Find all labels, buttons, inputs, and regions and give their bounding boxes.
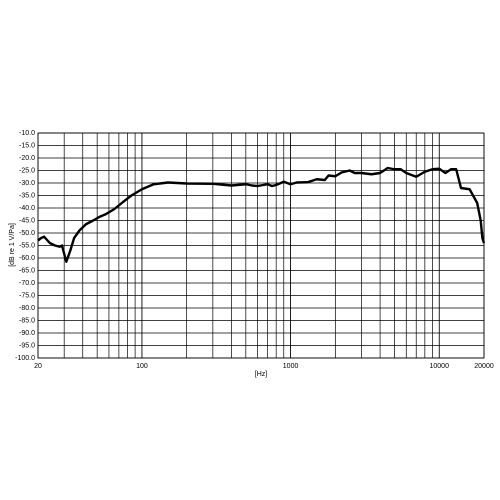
y-tick-label: -40.0	[19, 205, 35, 212]
y-tick-label: -15.0	[19, 142, 35, 149]
y-tick-label: -60.0	[19, 255, 35, 262]
y-tick-label: -65.0	[19, 267, 35, 274]
y-tick-label: -50.0	[19, 230, 35, 237]
x-tick-label: 1000	[283, 363, 299, 370]
y-tick-label: -45.0	[19, 217, 35, 224]
plot-frame	[37, 132, 485, 359]
y-tick-label: -10.0	[19, 130, 35, 137]
x-tick-label: 10000	[430, 363, 450, 370]
y-tick-label: -25.0	[19, 167, 35, 174]
x-tick-label: 20000	[474, 363, 494, 370]
y-tick-label: -80.0	[19, 305, 35, 312]
y-tick-label: -35.0	[19, 192, 35, 199]
y-tick-label: -30.0	[19, 180, 35, 187]
x-tick-label: 20	[34, 363, 42, 370]
y-tick-label: -95.0	[19, 342, 35, 349]
y-tick-label: -55.0	[19, 242, 35, 249]
y-tick-label: -100.0	[15, 355, 35, 362]
y-tick-label: -20.0	[19, 155, 35, 162]
y-tick-label: -75.0	[19, 292, 35, 299]
x-tick-label: 100	[136, 363, 148, 370]
response-line	[37, 166, 486, 263]
y-tick-label: -70.0	[19, 280, 35, 287]
x-axis-label: [Hz]	[255, 371, 268, 378]
y-tick-label: -90.0	[19, 330, 35, 337]
y-axis-label: [dB re 1 V/Pa]	[9, 223, 16, 267]
y-tick-label: -85.0	[19, 317, 35, 324]
